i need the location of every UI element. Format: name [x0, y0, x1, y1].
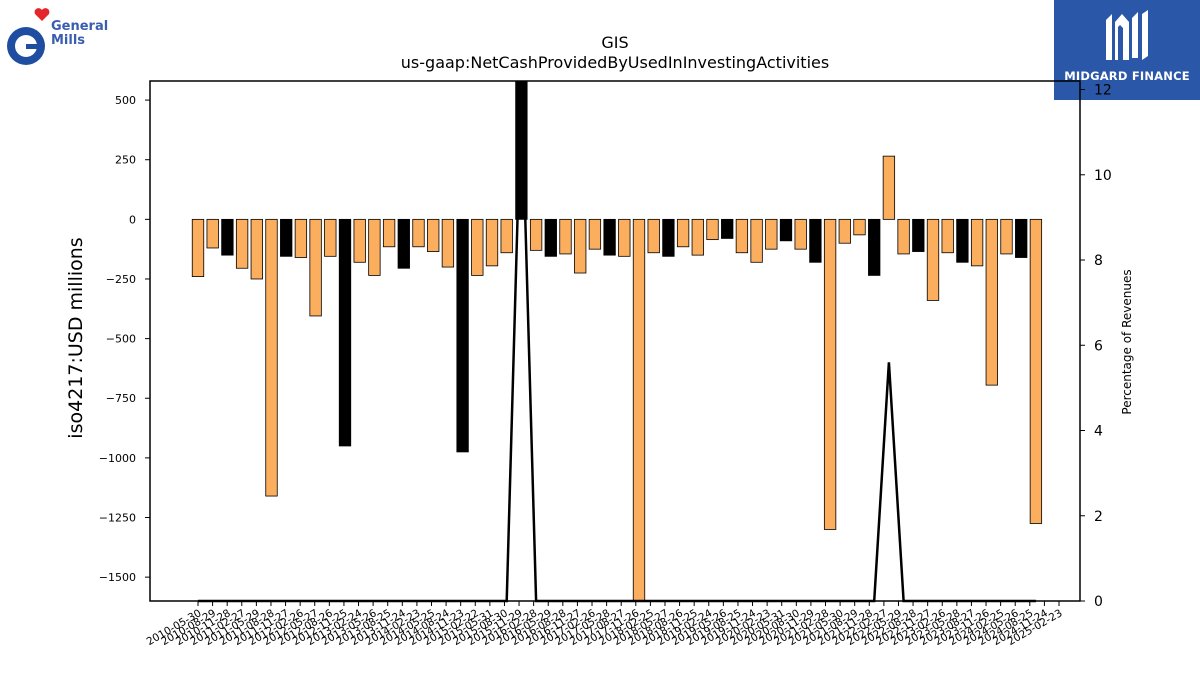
bar — [603, 218, 616, 256]
bar — [529, 218, 543, 251]
bar — [353, 218, 366, 263]
general-mills-logo: General Mills — [4, 4, 124, 68]
midgard-finance-logo: MIDGARD FINANCE — [1054, 0, 1200, 100]
bar — [632, 218, 646, 602]
bar — [294, 218, 308, 258]
bar — [309, 218, 322, 317]
y-axis-label: iso4217:USD millions — [65, 237, 87, 438]
bar — [941, 218, 954, 254]
y-axis-ticks: 500 250 0 −250 −500 −750 −1000 −1250 −1500 — [99, 94, 150, 584]
bar — [662, 218, 675, 257]
bar — [765, 218, 778, 250]
bar — [868, 218, 881, 276]
bar — [250, 218, 263, 280]
bar — [471, 218, 484, 276]
bar — [485, 218, 499, 267]
bar — [691, 218, 704, 256]
y-tick-label: 250 — [115, 154, 136, 167]
y-tick-label: 500 — [115, 94, 136, 107]
bar — [1029, 218, 1043, 524]
bar — [574, 218, 587, 274]
bar — [338, 218, 352, 447]
bar — [368, 218, 381, 276]
bar — [191, 218, 205, 277]
bar — [926, 218, 940, 301]
bar — [397, 218, 410, 269]
general-mills-g-icon — [7, 8, 50, 65]
y-tick-label: −1250 — [99, 512, 136, 525]
y2-tick-label: 12 — [1094, 83, 1112, 99]
bar — [794, 218, 807, 250]
y2-tick-label: 6 — [1094, 338, 1103, 354]
bar — [735, 218, 749, 254]
bar — [912, 218, 925, 252]
bar — [1015, 218, 1028, 258]
bar — [985, 218, 998, 386]
bar — [456, 218, 469, 453]
bar — [441, 218, 455, 268]
bar — [618, 218, 631, 257]
bar — [544, 218, 557, 257]
bar-series — [191, 80, 1043, 602]
y2-tick-label: 8 — [1094, 253, 1103, 269]
y-tick-label: −750 — [106, 392, 136, 405]
y-tick-label: 0 — [129, 213, 136, 226]
plot-frame — [149, 80, 1081, 602]
bar — [206, 218, 219, 249]
bar — [882, 155, 896, 220]
chart-subtitle: us-gaap:NetCashProvidedByUsedInInvesting… — [401, 53, 829, 72]
bar — [970, 218, 984, 267]
bar — [809, 218, 822, 263]
bar — [265, 218, 278, 497]
y2-tick-label: 0 — [1094, 594, 1103, 610]
y-tick-label: −1500 — [99, 571, 136, 584]
bar — [676, 218, 690, 248]
bar — [823, 218, 837, 530]
bar — [221, 218, 234, 256]
midgard-finance-label: MIDGARD FINANCE — [1064, 69, 1190, 83]
bar — [647, 218, 660, 254]
bar — [324, 218, 337, 257]
bar — [500, 218, 513, 254]
y-tick-label: −1000 — [99, 452, 136, 465]
y2-axis-label: Percentage of Revenues — [1120, 269, 1134, 414]
y2-tick-label: 10 — [1094, 168, 1112, 184]
bar — [838, 218, 851, 244]
x-axis-ticks: 2010-05-302010-08-292010-11-282011-02-27… — [145, 601, 1065, 648]
y-tick-label: −500 — [106, 333, 136, 346]
y-tick-label: −250 — [106, 273, 136, 286]
bar — [559, 218, 572, 255]
y2-axis-ticks: 0 2 4 6 8 10 12 — [1080, 83, 1112, 610]
general-mills-line1: General — [51, 19, 109, 34]
midgard-m-icon — [1106, 10, 1148, 60]
bar — [897, 218, 910, 255]
bar — [779, 218, 793, 242]
bar — [853, 218, 866, 236]
general-mills-line2: Mills — [51, 33, 86, 48]
bar — [588, 218, 602, 250]
bar — [956, 218, 969, 263]
bar — [427, 218, 440, 252]
bar — [750, 218, 763, 263]
bar — [1000, 218, 1013, 255]
bar — [235, 218, 249, 269]
bar — [412, 218, 425, 248]
bar — [721, 218, 734, 239]
chart-title: GIS — [601, 33, 628, 52]
bar — [382, 218, 396, 248]
bar — [280, 218, 293, 257]
percentage-line — [198, 80, 1036, 603]
y2-tick-label: 2 — [1094, 509, 1103, 525]
y2-tick-label: 4 — [1094, 424, 1103, 440]
bar — [706, 218, 719, 241]
